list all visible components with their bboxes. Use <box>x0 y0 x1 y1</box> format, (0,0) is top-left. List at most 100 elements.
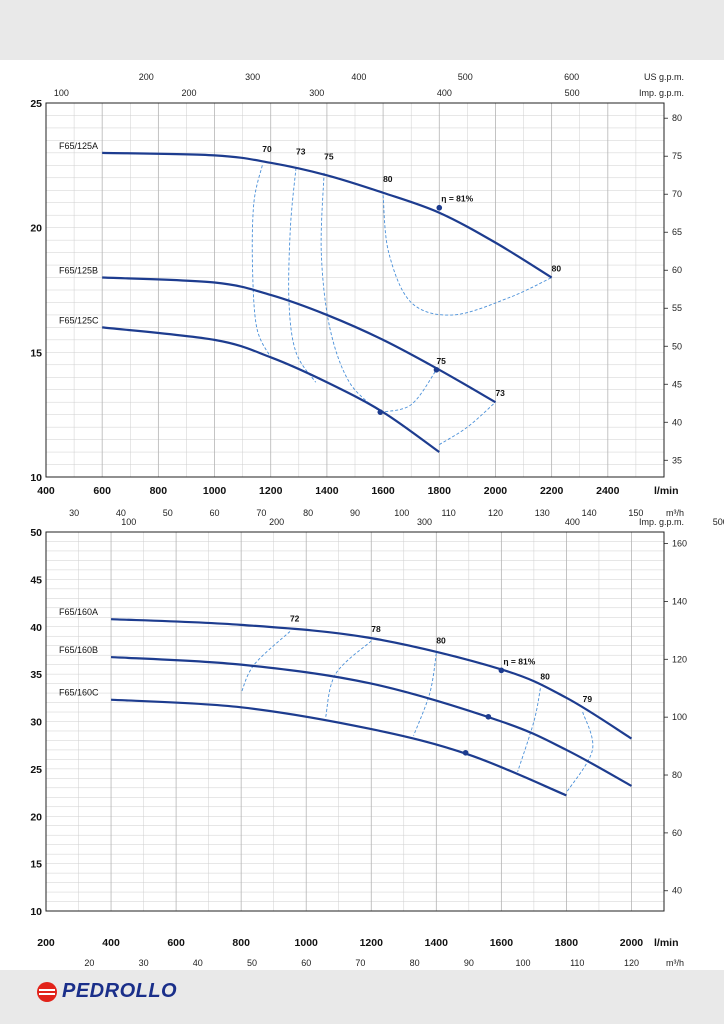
chart-2-ytick-label: 35 <box>30 669 42 681</box>
chart-1-sec-tick-label: 600 <box>564 72 579 82</box>
chart-1-series-line <box>102 326 440 453</box>
brand-logo: PEDROLLO <box>36 980 177 1003</box>
chart-1-bep-dot <box>433 366 440 373</box>
chart-1-efficiency-contour <box>320 172 381 413</box>
chart-2-sec-tick-label: 20 <box>84 958 94 968</box>
chart-1-sec-unit: m³/h <box>666 508 684 518</box>
chart-2-bep-dot <box>498 667 505 674</box>
chart-2-xtick-label: 200 <box>37 937 55 949</box>
chart-1-sec-unit: US g.p.m. <box>644 72 684 82</box>
chart-2-sec-tick-label: 400 <box>565 517 580 527</box>
chart-2-xtick-label: 400 <box>102 937 120 949</box>
chart-2-ytick-label: 50 <box>30 527 42 539</box>
chart-1-rtick-label: 65 <box>672 227 682 237</box>
chart-2-efficiency-label: 80 <box>540 671 550 681</box>
chart-1-series-label: F65/125B <box>59 266 98 276</box>
chart-2-efficiency-label: 80 <box>436 635 446 645</box>
chart-1-efficiency-contour <box>380 369 437 413</box>
chart-1-rtick-label: 60 <box>672 265 682 275</box>
chart-2-rtick-label: 140 <box>672 596 687 606</box>
chart-1-rtick-label: 40 <box>672 417 682 427</box>
chart-2-efficiency-label: 78 <box>371 624 381 634</box>
chart-1-bep-dot <box>436 204 443 211</box>
chart-1-efficiency-label: 80 <box>552 264 562 274</box>
chart-1-series-line <box>102 276 497 404</box>
chart-1-rtick-label: 75 <box>672 151 682 161</box>
chart-2-sec-unit: Imp. g.p.m. <box>639 517 684 527</box>
chart-2-efficiency-label: 79 <box>583 694 593 704</box>
chart-1-ytick-label: 10 <box>30 472 42 484</box>
chart-1-rtick-label: 35 <box>672 455 682 465</box>
chart-1-sec-tick-label: 50 <box>163 508 173 518</box>
chart-2-rtick-label: 160 <box>672 539 687 549</box>
chart-2-rtick-label: 100 <box>672 712 687 722</box>
chart-2-efficiency-contour <box>325 640 372 717</box>
chart-2-efficiency-contour <box>240 631 291 694</box>
chart-1-rtick-label: 45 <box>672 379 682 389</box>
chart-2-bep-dot <box>485 713 492 720</box>
chart-2-sec-tick-label: 300 <box>417 517 432 527</box>
chart-1-sec-tick-label: 500 <box>458 72 473 82</box>
chart-1-sec-tick-label: 400 <box>437 88 452 98</box>
chart-1-efficiency-label: 75 <box>436 356 446 366</box>
chart-2-xtick-label: 1000 <box>295 937 319 949</box>
chart-1-series-label: F65/125C <box>59 315 99 325</box>
chart-1-xtick-label: 600 <box>93 485 111 497</box>
chart-2-sec-tick-label: 70 <box>355 958 365 968</box>
chart-2-rtick-label: 40 <box>672 886 682 896</box>
chart-2-efficiency-contour <box>566 711 594 793</box>
chart-2-sec-tick-label: 60 <box>301 958 311 968</box>
chart-1-sec-tick-label: 60 <box>210 508 220 518</box>
chart-1-efficiency-contour <box>288 167 317 383</box>
chart-1-efficiency-label: 80 <box>383 174 393 184</box>
chart-2-xunit: l/min <box>654 937 679 949</box>
chart-2-ytick-label: 15 <box>30 859 42 871</box>
chart-2-xtick-label: 1200 <box>360 937 384 949</box>
chart-2-series-label: F65/160A <box>59 607 98 617</box>
chart-1-frame <box>45 102 665 478</box>
chart-2-series-line <box>111 618 633 740</box>
chart-2-sec-tick-label: 40 <box>193 958 203 968</box>
chart-1-xtick-label: 2000 <box>484 485 508 497</box>
chart-2-sec-tick-label: 90 <box>464 958 474 968</box>
chart-1-sec-tick-label: 200 <box>182 88 197 98</box>
chart-2-sec-tick-label: 100 <box>121 517 136 527</box>
chart-1-sec-unit: Imp. g.p.m. <box>639 88 684 98</box>
chart-1-sec-tick-label: 130 <box>535 508 550 518</box>
chart-1-rtick-label: 50 <box>672 341 682 351</box>
chart-1-sec-tick-label: 80 <box>303 508 313 518</box>
chart-2-xtick-label: 1600 <box>490 937 514 949</box>
chart-1-efficiency-contour <box>382 195 552 316</box>
chart-1-series-label: F65/125A <box>59 141 98 151</box>
chart-2-ytick-label: 40 <box>30 622 42 634</box>
chart-1-ytick-label: 25 <box>30 98 42 110</box>
header-band <box>0 0 724 60</box>
chart-1-ytick-label: 15 <box>30 347 42 359</box>
chart-2-sec-unit: m³/h <box>666 958 684 968</box>
chart-1 <box>45 102 668 478</box>
chart-1-rtick-label: 70 <box>672 189 682 199</box>
chart-1-sec-tick-label: 150 <box>628 508 643 518</box>
chart-2-sec-tick-label: 110 <box>570 958 584 968</box>
chart-2-sec-tick-label: 30 <box>139 958 149 968</box>
chart-1-rtick-label: 55 <box>672 303 682 313</box>
chart-2-xtick-label: 800 <box>232 937 250 949</box>
chart-1-efficiency-label: η = 81% <box>441 194 473 204</box>
chart-1-efficiency-label: 70 <box>262 144 272 154</box>
chart-2-series-line <box>110 655 633 787</box>
chart-1-xtick-label: 1000 <box>203 485 227 497</box>
chart-2-xtick-label: 600 <box>167 937 185 949</box>
footer-band <box>0 970 724 1024</box>
chart-1-sec-tick-label: 200 <box>139 72 154 82</box>
chart-2-xtick-label: 1800 <box>555 937 579 949</box>
chart-2-series-label: F65/160C <box>59 688 99 698</box>
chart-1-efficiency-contour <box>439 401 496 445</box>
chart-1-sec-tick-label: 500 <box>565 88 580 98</box>
chart-1-xtick-label: 800 <box>150 485 168 497</box>
chart-2-sec-tick-label: 50 <box>247 958 257 968</box>
chart-1-efficiency-label: 75 <box>324 151 334 161</box>
chart-1-xunit: l/min <box>654 485 679 497</box>
chart-1-xtick-label: 1800 <box>428 485 452 497</box>
chart-2-efficiency-label: 72 <box>290 614 300 624</box>
